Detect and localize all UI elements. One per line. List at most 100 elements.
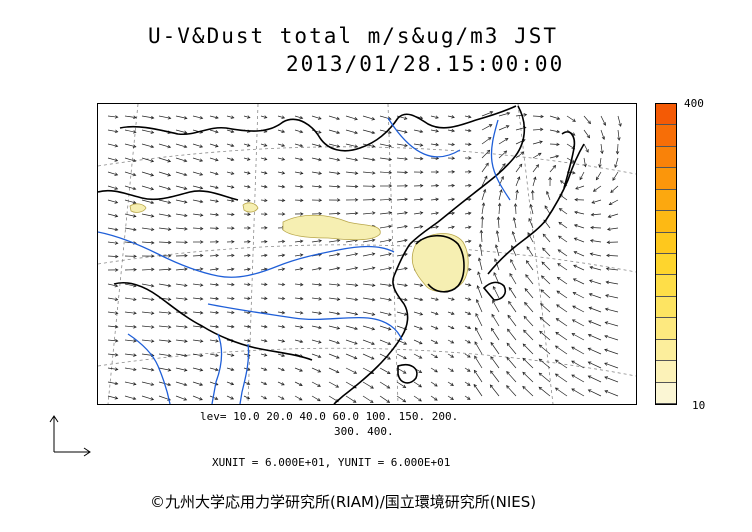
wind-arrow-shaft: [609, 199, 619, 206]
wind-arrow-head: [184, 283, 188, 288]
wind-arrow-head: [263, 353, 268, 357]
wind-arrow-head: [404, 143, 408, 148]
wind-arrow-head: [231, 240, 235, 244]
wind-arrow-shaft: [480, 230, 483, 243]
wind-arrow-head: [150, 214, 155, 218]
wind-arrow-head: [167, 297, 172, 301]
wind-arrow-head: [167, 144, 172, 149]
wind-arrow-head: [604, 348, 608, 352]
wind-arrow-shaft: [362, 381, 374, 389]
wind-arrow-head: [132, 172, 137, 177]
wind-arrow-head: [512, 216, 517, 221]
wind-arrow-shaft: [593, 185, 602, 192]
wind-arrow-shaft: [606, 268, 619, 271]
wind-arrow-shaft: [124, 129, 136, 133]
wind-arrow-shaft: [175, 157, 187, 162]
wind-arrow-head: [451, 297, 455, 301]
wind-arrow-head: [167, 382, 172, 387]
wind-arrow-head: [607, 214, 612, 218]
wind-arrow-shaft: [541, 261, 551, 271]
wind-arrow-shaft: [590, 227, 602, 229]
wind-arrow-head: [522, 371, 526, 376]
wind-arrow-head: [133, 227, 137, 232]
wind-arrow-shaft: [175, 381, 187, 386]
wind-arrow-head: [467, 211, 472, 216]
wind-arrow-head: [230, 267, 235, 272]
wind-arrow-shaft: [413, 395, 422, 402]
wind-arrow-shaft: [600, 115, 606, 126]
wind-arrow-shaft: [226, 367, 234, 371]
wind-arrow-head: [617, 137, 621, 141]
wind-arrow-head: [555, 318, 560, 322]
wind-arrow-shaft: [311, 143, 322, 147]
wind-arrow-shaft: [600, 143, 603, 154]
wind-arrow-head: [528, 217, 532, 222]
wind-arrow-head: [264, 239, 268, 244]
wind-arrow-head: [588, 293, 593, 297]
wind-arrow-head: [371, 130, 376, 135]
wind-arrow-shaft: [311, 115, 322, 120]
wind-arrow-shaft: [107, 157, 118, 162]
wind-arrow-head: [556, 276, 561, 281]
wind-arrow-shaft: [607, 227, 619, 230]
wind-arrow-head: [299, 382, 303, 386]
wind-arrow-head: [403, 356, 407, 360]
wind-arrow-head: [281, 310, 286, 315]
wind-arrow-head: [336, 266, 341, 271]
wind-arrow-head: [604, 390, 609, 394]
wind-arrow-head: [230, 324, 235, 329]
wind-arrow-head: [602, 122, 606, 126]
wind-arrow-head: [419, 326, 424, 330]
wind-arrow-shaft: [226, 268, 234, 271]
wind-arrow-head: [556, 116, 561, 120]
wind-arrow-head: [404, 266, 408, 271]
wind-arrow-head: [572, 305, 576, 309]
wind-arrow-head: [434, 383, 438, 387]
wind-arrow-shaft: [277, 353, 285, 357]
wind-arrow-shaft: [604, 376, 619, 383]
wind-arrow-shaft: [209, 129, 219, 133]
wind-arrow-shaft: [464, 212, 471, 215]
wind-arrow-head: [387, 370, 391, 374]
wind-arrow-head: [370, 356, 375, 360]
wind-arrow-shaft: [556, 318, 568, 327]
wind-arrow-head: [371, 312, 376, 316]
wind-arrow-head: [246, 143, 251, 147]
wind-arrow-shaft: [557, 277, 568, 285]
wind-arrow-head: [354, 184, 359, 189]
wind-arrow-head: [451, 225, 455, 229]
wind-arrow-shaft: [396, 253, 408, 257]
wind-arrow-shaft: [175, 185, 187, 190]
wind-arrow-shaft: [542, 233, 551, 243]
wind-arrow-shaft: [209, 311, 219, 314]
wind-arrow-shaft: [243, 395, 250, 400]
wind-arrow-head: [317, 354, 322, 359]
wind-arrow-shaft: [573, 251, 585, 257]
wind-arrow-head: [371, 283, 376, 287]
wind-arrow-shaft: [260, 185, 268, 188]
wind-arrow-shaft: [345, 297, 358, 301]
wind-arrow-head: [485, 162, 489, 167]
wind-arrow-shaft: [508, 287, 517, 299]
wind-arrow-head: [150, 186, 155, 191]
wind-arrow-head: [467, 311, 472, 315]
wind-arrow-head: [231, 296, 235, 301]
wind-arrow-head: [167, 227, 172, 231]
wind-arrow-shaft: [413, 157, 423, 160]
wind-arrow-head: [491, 313, 495, 318]
wind-arrow-head: [133, 325, 137, 329]
wind-arrow-head: [371, 238, 376, 242]
wind-arrow-shaft: [192, 297, 203, 300]
wind-arrow-head: [230, 367, 235, 371]
wind-arrow-head: [114, 186, 119, 190]
wind-arrow-shaft: [515, 203, 517, 215]
wind-arrow-head: [558, 208, 563, 212]
wind-arrow-head: [507, 328, 511, 333]
wind-arrow-shaft: [124, 185, 136, 190]
wind-arrow-head: [542, 247, 546, 252]
wind-arrow-head: [114, 381, 119, 386]
wind-arrow-head: [114, 158, 119, 162]
colorbar-segment: [656, 296, 676, 319]
wind-arrow-head: [167, 200, 172, 204]
wind-arrow-head: [199, 339, 204, 343]
